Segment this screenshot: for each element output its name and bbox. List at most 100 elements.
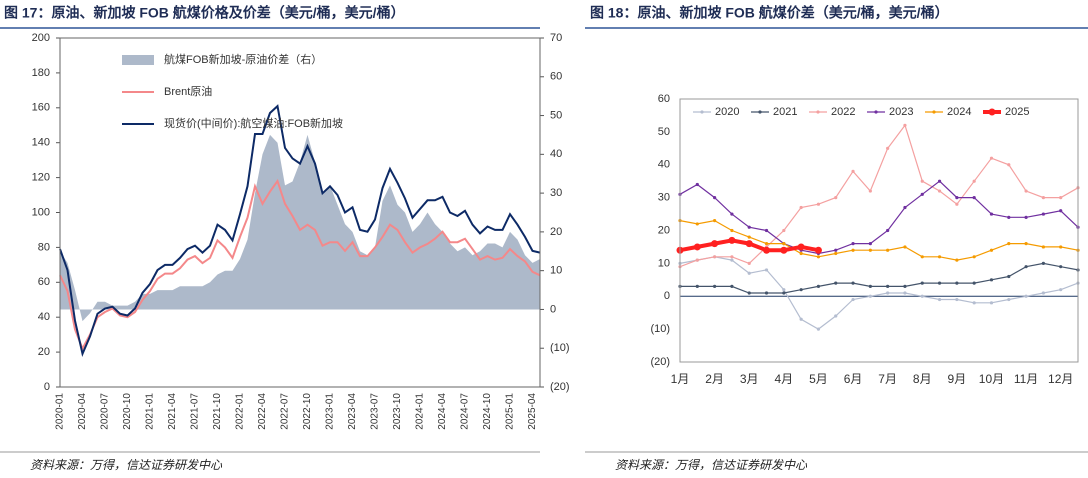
point [799, 205, 803, 210]
point [764, 291, 769, 295]
y2-tick-label: 40 [550, 148, 562, 160]
point [1041, 196, 1045, 200]
x-tick-label: 2022-01 [235, 393, 246, 430]
point [1007, 163, 1011, 167]
point [937, 297, 942, 302]
series-line [679, 124, 1079, 268]
y-tick-label: 0 [664, 290, 670, 302]
point [886, 248, 890, 252]
point [782, 291, 786, 295]
x-tick-label: 2023-01 [325, 393, 336, 430]
x-tick-label: 2023-10 [392, 393, 403, 430]
legend-label: 航煤FOB新加坡-原油价差（右） [164, 52, 322, 66]
point [1024, 242, 1028, 246]
x-tick-label: 2022-10 [302, 393, 313, 430]
legend-label: 2023 [889, 106, 913, 118]
point [834, 314, 838, 318]
point [1024, 215, 1028, 219]
point [764, 268, 769, 272]
point [937, 189, 942, 193]
y-tick-label: 40 [38, 311, 50, 323]
x-tick-label: 2020-10 [122, 393, 133, 430]
point [763, 246, 771, 254]
point [868, 248, 872, 252]
x-tick-label: 3月 [740, 372, 759, 386]
point [695, 284, 699, 288]
point [868, 189, 872, 193]
legend-label: 现货价(中间价):航空煤油:FOB新加坡 [164, 116, 343, 130]
point [972, 179, 976, 183]
x-tick-label: 2023-07 [370, 393, 381, 430]
y2-tick-label: (10) [550, 342, 570, 354]
legend-marker [816, 110, 820, 114]
point [816, 202, 821, 206]
point [903, 205, 907, 210]
x-tick-label: 4月 [774, 372, 793, 386]
point [1007, 297, 1011, 302]
point [782, 228, 786, 233]
y2-tick-label: 10 [550, 265, 562, 277]
y-tick-label: (20) [650, 356, 670, 368]
y-tick-label: 180 [32, 67, 50, 79]
point [747, 225, 751, 229]
x-tick-label: 11月 [1014, 372, 1038, 386]
point [851, 169, 855, 173]
point [1024, 294, 1028, 298]
point [816, 327, 821, 331]
y-tick-label: 60 [658, 93, 670, 105]
x-tick-label: 2月 [705, 372, 724, 386]
point [1041, 291, 1045, 295]
point [782, 242, 786, 246]
x-tick-label: 2024-10 [482, 393, 493, 430]
point [816, 255, 821, 259]
point [1007, 242, 1011, 246]
legend-marker [874, 110, 878, 114]
point [903, 284, 907, 288]
point [730, 212, 734, 216]
y2-tick-label: 60 [550, 71, 562, 83]
point [713, 255, 717, 259]
y2-tick-label: 70 [550, 32, 562, 44]
point [695, 258, 699, 262]
point [989, 212, 994, 216]
point [834, 251, 838, 256]
x-tick-label: 7月 [878, 372, 897, 386]
legend-label: 2021 [773, 106, 797, 118]
x-tick-label: 6月 [844, 372, 863, 386]
x-tick-label: 2022-04 [257, 393, 268, 430]
point [851, 281, 855, 285]
y-tick-label: 140 [32, 137, 50, 149]
legend-label: 2024 [947, 106, 971, 118]
point [989, 278, 994, 282]
point [1007, 274, 1011, 279]
point [989, 156, 994, 160]
y2-tick-label: 30 [550, 187, 562, 199]
point [920, 281, 924, 285]
point [955, 281, 959, 285]
point [937, 255, 942, 259]
y-tick-label: (10) [650, 323, 670, 335]
point [695, 182, 699, 187]
series-line [679, 180, 1079, 255]
point [903, 291, 907, 295]
legend-label: 2022 [831, 106, 855, 118]
point [799, 288, 803, 292]
point [782, 288, 786, 292]
point [920, 255, 924, 259]
point [730, 284, 734, 288]
chart-title: 图 18：原油、新加坡 FOB 航煤价差（美元/桶，美元/桶） [590, 5, 949, 21]
y-tick-label: 30 [658, 192, 670, 204]
point [816, 284, 821, 288]
series-line [59, 178, 541, 351]
point [903, 245, 907, 249]
x-tick-label: 1月 [671, 372, 690, 386]
y-tick-label: 20 [38, 346, 50, 358]
source: 资料来源：万得，信达证券研发中心 [30, 458, 223, 472]
x-tick-label: 12月 [1048, 372, 1073, 386]
point [937, 281, 942, 285]
point [1059, 288, 1063, 292]
point [972, 301, 976, 305]
point [886, 228, 890, 233]
point [745, 240, 753, 248]
legend-swatch [122, 55, 154, 65]
